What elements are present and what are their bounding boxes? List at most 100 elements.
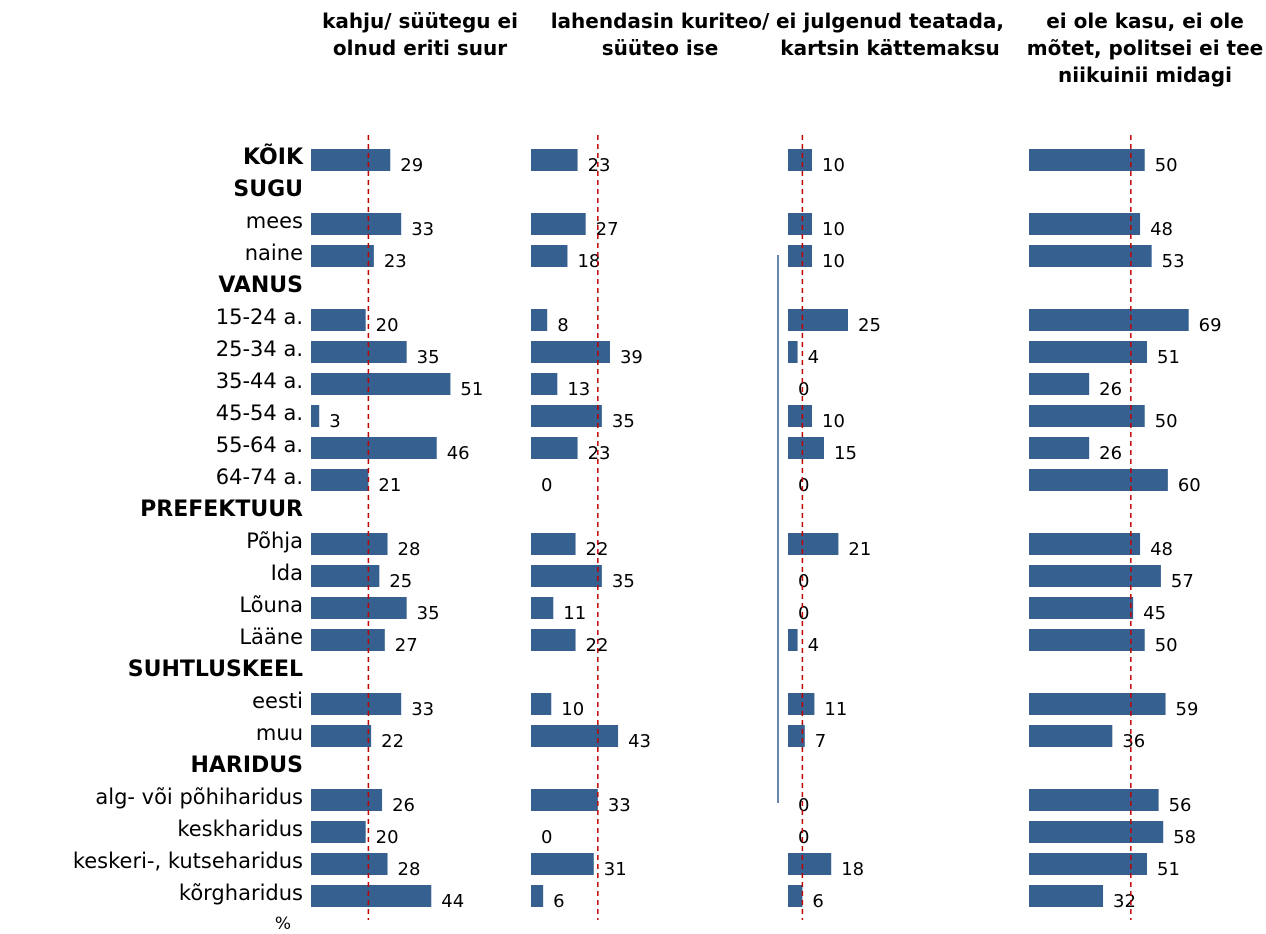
bar xyxy=(311,213,402,235)
bar xyxy=(1029,597,1134,619)
value-label: 10 xyxy=(822,155,845,176)
value-label: 51 xyxy=(460,379,483,400)
bar xyxy=(1029,821,1164,843)
bar xyxy=(531,437,578,459)
bar xyxy=(1029,693,1166,715)
value-label: 58 xyxy=(1173,827,1196,848)
value-label: 3 xyxy=(329,411,340,432)
value-label: 23 xyxy=(384,251,407,272)
value-label: 10 xyxy=(561,699,584,720)
group-label: VANUS xyxy=(218,273,303,298)
value-label: 51 xyxy=(1157,347,1180,368)
value-label: 22 xyxy=(586,635,609,656)
value-label: 53 xyxy=(1162,251,1185,272)
bar xyxy=(531,309,548,331)
value-label: 0 xyxy=(798,571,809,592)
category-label: keskharidus xyxy=(177,817,303,841)
value-label: 15 xyxy=(834,443,857,464)
value-label: 10 xyxy=(822,219,845,240)
bar xyxy=(1029,341,1148,363)
panel-title: lahendasin kuriteo/ süüteo ise xyxy=(550,9,770,60)
value-label: 21 xyxy=(378,475,401,496)
value-label: 18 xyxy=(577,251,600,272)
bar xyxy=(1029,469,1168,491)
bar xyxy=(1029,565,1161,587)
value-label: 33 xyxy=(411,219,434,240)
value-label: 29 xyxy=(400,155,423,176)
bar xyxy=(311,853,388,875)
value-label: 11 xyxy=(563,603,586,624)
value-label: 44 xyxy=(441,891,464,912)
category-label: eesti xyxy=(252,689,303,713)
bar xyxy=(1029,853,1148,875)
bar xyxy=(788,885,803,907)
bar xyxy=(531,213,586,235)
value-label: 46 xyxy=(447,443,470,464)
value-label: 8 xyxy=(557,315,568,336)
value-label: 36 xyxy=(1122,731,1145,752)
bar xyxy=(788,693,815,715)
bar xyxy=(788,341,798,363)
category-label: Põhja xyxy=(246,529,303,553)
bar xyxy=(788,213,812,235)
value-label: 51 xyxy=(1157,859,1180,880)
bar xyxy=(311,885,432,907)
value-label: 7 xyxy=(815,731,826,752)
value-label: 0 xyxy=(541,475,552,496)
bar xyxy=(311,469,369,491)
bar xyxy=(531,789,598,811)
bar xyxy=(311,149,391,171)
value-label: 23 xyxy=(588,443,611,464)
value-label: 13 xyxy=(567,379,590,400)
value-label: 0 xyxy=(541,827,552,848)
value-label: 20 xyxy=(376,315,399,336)
bar xyxy=(311,725,372,747)
bar xyxy=(311,693,402,715)
value-label: 25 xyxy=(389,571,412,592)
value-label: 10 xyxy=(822,411,845,432)
panel-title: kahju/ süütegu ei olnud eriti suur xyxy=(322,9,518,60)
value-label: 0 xyxy=(798,475,809,496)
category-label: Lõuna xyxy=(239,593,303,617)
value-label: 35 xyxy=(417,347,440,368)
bar xyxy=(311,245,374,267)
value-label: 20 xyxy=(376,827,399,848)
value-label: 50 xyxy=(1155,155,1178,176)
bar xyxy=(1029,789,1159,811)
value-label: 22 xyxy=(586,539,609,560)
category-label: muu xyxy=(256,721,303,745)
value-label: 25 xyxy=(858,315,881,336)
bar xyxy=(531,405,602,427)
bar xyxy=(1029,405,1145,427)
value-label: 0 xyxy=(798,795,809,816)
category-label: kõrgharidus xyxy=(179,881,303,905)
bar xyxy=(311,309,366,331)
value-label: 69 xyxy=(1199,315,1222,336)
group-label: HARIDUS xyxy=(190,753,303,778)
value-label: 23 xyxy=(588,155,611,176)
value-label: 26 xyxy=(392,795,415,816)
bar xyxy=(531,725,619,747)
group-label: KÕIK xyxy=(243,144,304,170)
bar xyxy=(311,821,366,843)
category-label: naine xyxy=(245,241,303,265)
bar xyxy=(311,565,380,587)
bar xyxy=(531,597,554,619)
category-label: alg- või põhiharidus xyxy=(95,785,303,809)
bar xyxy=(1029,373,1090,395)
bar xyxy=(1029,437,1090,459)
bar xyxy=(531,853,594,875)
value-label: 32 xyxy=(1113,891,1136,912)
value-label: 6 xyxy=(553,891,564,912)
bar xyxy=(788,405,812,427)
value-label: 28 xyxy=(398,539,421,560)
value-label: 0 xyxy=(798,827,809,848)
group-label: SUHTLUSKEEL xyxy=(128,657,303,682)
bar xyxy=(788,853,832,875)
value-label: 33 xyxy=(411,699,434,720)
category-label: 55-64 a. xyxy=(216,433,303,457)
bar xyxy=(1029,309,1189,331)
bar xyxy=(788,437,824,459)
value-label: 31 xyxy=(604,859,627,880)
